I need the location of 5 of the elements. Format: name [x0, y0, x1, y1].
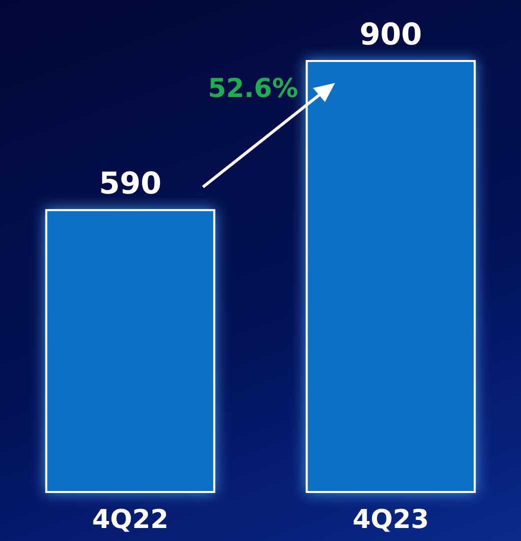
- annotation: 52.6%: [208, 74, 298, 104]
- x-tick-label: 4Q22: [92, 505, 168, 535]
- data-label: 900: [359, 18, 422, 52]
- x-tick-label: 4Q23: [352, 505, 429, 535]
- data-label: 590: [98, 166, 162, 202]
